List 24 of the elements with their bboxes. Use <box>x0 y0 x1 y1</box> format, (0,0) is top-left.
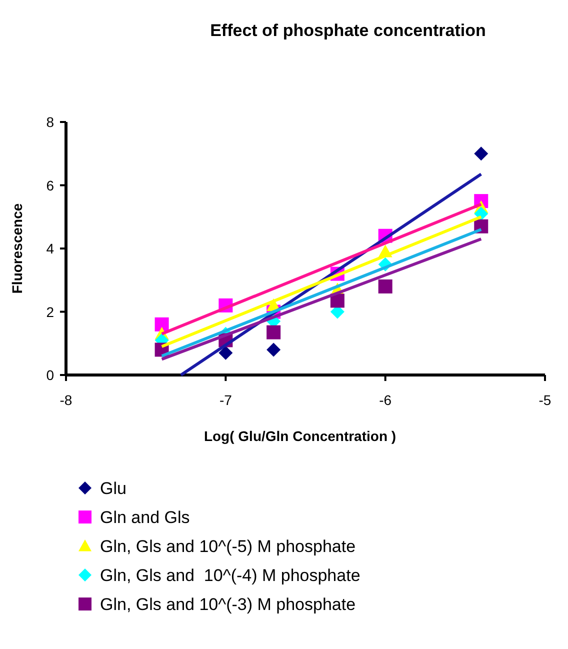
point <box>154 317 169 332</box>
x-tick-label: -7 <box>219 392 232 408</box>
point <box>330 294 344 308</box>
y-axis-title: Fluorescence <box>9 203 25 294</box>
point <box>378 279 392 294</box>
point <box>266 342 281 357</box>
legend-label: Gln, Gls and 10^(-4) M phosphate <box>100 566 360 585</box>
x-axis-title: Log( Glu/Gln Concentration ) <box>204 428 396 444</box>
chart-title: Effect of phosphate concentration <box>210 21 486 40</box>
x-tick-label: -5 <box>538 392 552 408</box>
x-tick-label: -6 <box>379 392 392 408</box>
legend-label: Gln and Gls <box>100 508 190 527</box>
y-tick-label: 6 <box>46 177 54 194</box>
legend-label: Gln, Gls and 10^(-5) M phosphate <box>100 537 356 556</box>
y-tick-label: 8 <box>46 114 54 130</box>
legend-label: Gln, Gls and 10^(-3) M phosphate <box>100 595 356 614</box>
y-tick-label: 4 <box>46 240 54 256</box>
x-tick-label: -8 <box>60 392 72 408</box>
y-tick-label: 2 <box>46 304 54 320</box>
point <box>218 346 233 360</box>
legend-label: Glu <box>100 479 126 498</box>
point <box>474 146 488 161</box>
point <box>266 325 281 340</box>
y-tick-label: 0 <box>46 367 54 383</box>
